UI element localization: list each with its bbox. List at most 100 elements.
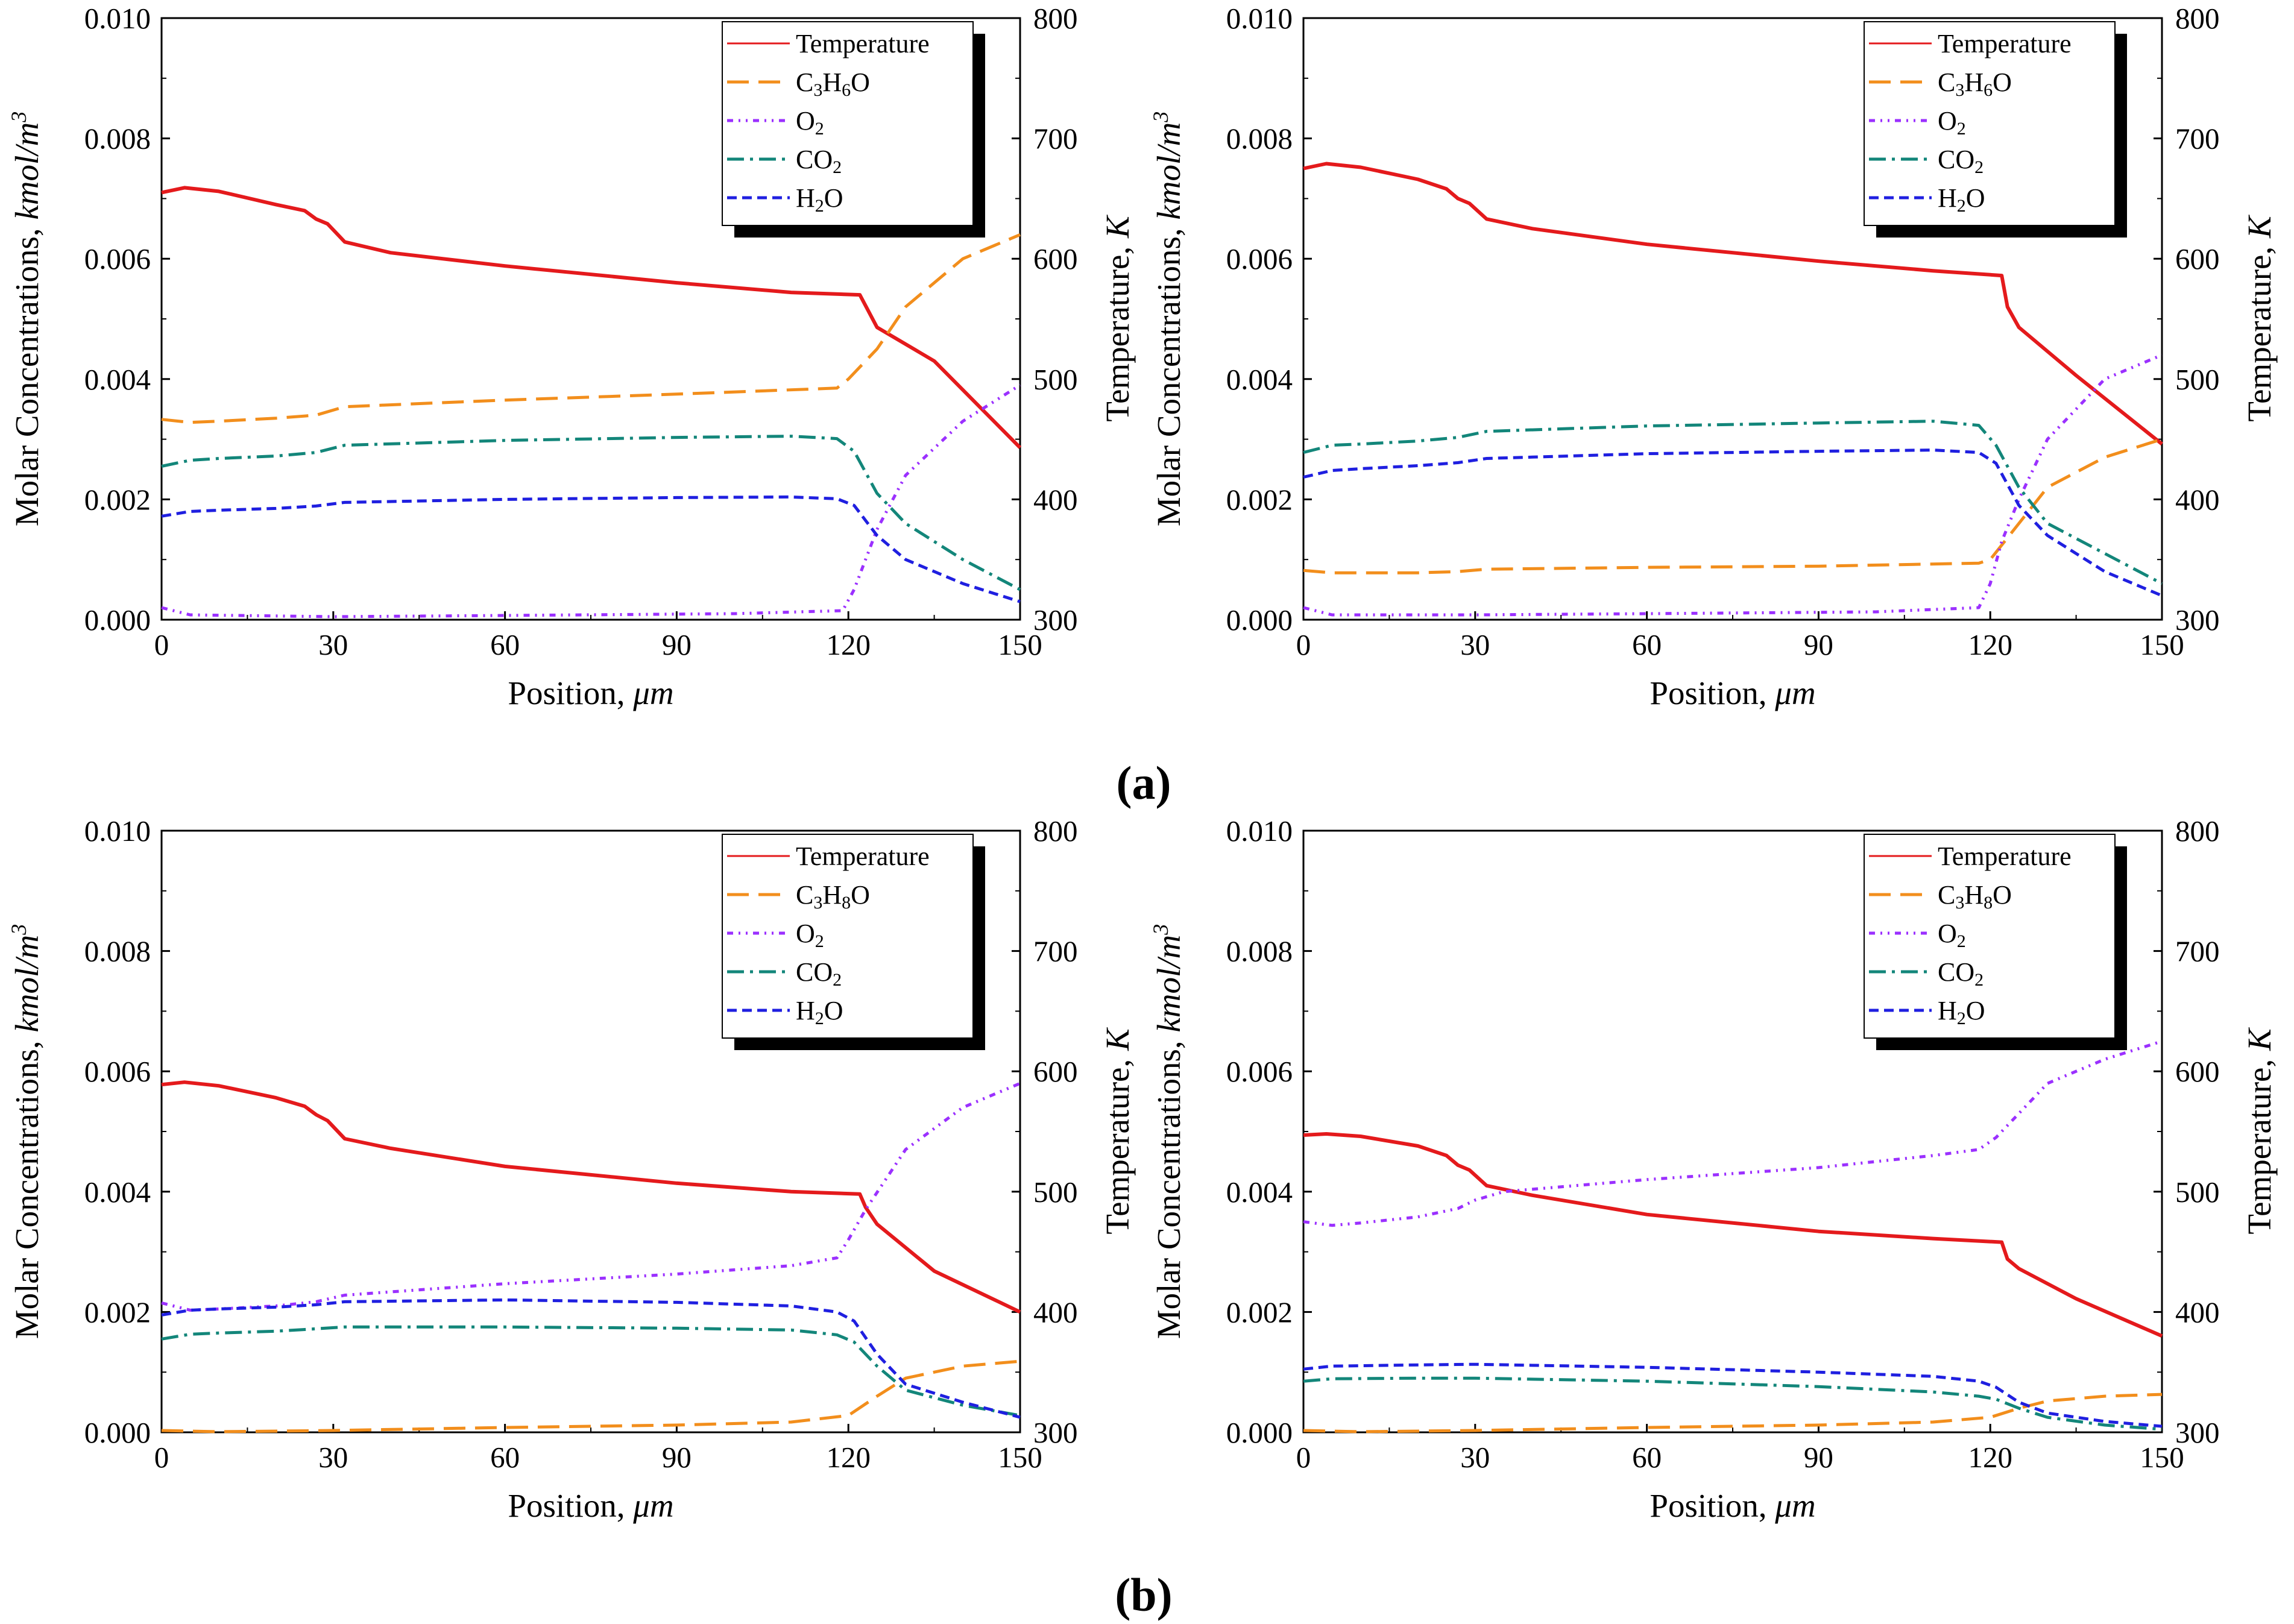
legend-label-fuel: C3H8O [796, 880, 870, 913]
legend-label-h2o: H2O [796, 183, 843, 216]
y-left-tick-label: 0.004 [1226, 363, 1293, 396]
y-right-tick-label: 300 [1033, 603, 1078, 637]
y-right-tick-label: 500 [2175, 363, 2220, 396]
y-left-tick-label: 0.004 [84, 1176, 151, 1209]
y-left-tick-label: 0.000 [84, 1416, 151, 1449]
series-line-h2o [161, 1298, 1021, 1419]
series-line-fuel [1303, 438, 2163, 574]
x-tick-label: 0 [154, 1441, 169, 1474]
y-right-axis-title: Temperature, K [1099, 214, 1136, 422]
y-right-tick-label: 700 [1033, 935, 1078, 968]
y-right-tick-label: 700 [2175, 935, 2220, 968]
legend-label-h2o: H2O [1938, 183, 1985, 216]
legend-label-o2: O2 [796, 919, 824, 951]
y-left-axis-title: Molar Concentrations, kmol/m3 [1149, 924, 1187, 1339]
y-right-tick-label: 800 [2175, 2, 2220, 35]
legend-label-temperature: Temperature [796, 842, 930, 871]
legend-label-temperature: Temperature [1938, 29, 2072, 58]
y-left-tick-label: 0.008 [84, 122, 151, 156]
x-axis-title: Position, μm [508, 1487, 673, 1524]
x-tick-label: 30 [318, 1441, 348, 1474]
y-left-tick-label: 0.008 [84, 935, 151, 968]
y-right-tick-label: 800 [2175, 814, 2220, 848]
x-axis-title: Position, μm [1650, 1487, 1815, 1524]
panel-b-right: 0 30 60 90 120 150 0.000 0.002 0.004 0.006 0.008 0.… [1149, 814, 2278, 1524]
x-tick-label: 90 [662, 628, 692, 661]
y-right-tick-label: 300 [1033, 1416, 1078, 1449]
legend-label-co2: CO2 [1938, 145, 1984, 177]
y-left-tick-label: 0.006 [1226, 1055, 1293, 1088]
legend-box [1864, 21, 2116, 226]
legend-box [722, 834, 974, 1039]
y-left-tick-label: 0.002 [1226, 1295, 1293, 1329]
y-left-tick-label: 0.004 [84, 363, 151, 396]
legend-label-co2: CO2 [796, 145, 842, 177]
series-line-h2o [161, 495, 1021, 603]
y-left-tick-label: 0.006 [84, 242, 151, 275]
legend-label-temperature: Temperature [796, 29, 930, 58]
y-right-tick-label: 700 [1033, 122, 1078, 156]
y-right-tick-label: 600 [2175, 242, 2220, 275]
legend-label-o2: O2 [1938, 106, 1966, 139]
x-tick-label: 60 [490, 628, 520, 661]
series-line-fuel [161, 233, 1021, 424]
y-right-tick-label: 500 [2175, 1176, 2220, 1209]
x-tick-label: 90 [1804, 1441, 1833, 1474]
y-right-tick-label: 600 [1033, 1055, 1078, 1088]
y-right-tick-label: 800 [1033, 2, 1078, 35]
x-tick-label: 90 [662, 1441, 692, 1474]
series-line-o2 [1303, 1039, 2163, 1227]
y-right-tick-label: 700 [2175, 122, 2220, 156]
x-tick-label: 150 [2140, 1441, 2184, 1474]
y-left-tick-label: 0.006 [1226, 242, 1293, 275]
series-line-co2 [161, 435, 1021, 591]
y-left-tick-label: 0.010 [1226, 2, 1293, 35]
legend-label-o2: O2 [796, 106, 824, 139]
x-tick-label: 90 [1804, 628, 1833, 661]
y-right-tick-label: 500 [1033, 1176, 1078, 1209]
legend-box [722, 21, 974, 226]
y-right-axis-title: Temperature, K [2241, 214, 2278, 422]
x-tick-label: 30 [1460, 628, 1490, 661]
y-left-tick-label: 0.004 [1226, 1176, 1293, 1209]
x-tick-label: 30 [318, 628, 348, 661]
legend-label-fuel: C3H6O [796, 68, 870, 100]
series-line-h2o [1303, 448, 2163, 597]
y-left-tick-label: 0.010 [1226, 814, 1293, 848]
legend-label-fuel: C3H6O [1938, 68, 2012, 100]
panel-a-right: 0 30 60 90 120 150 0.000 0.002 0.004 0.006 0.008 0.… [1149, 2, 2278, 711]
x-tick-label: 150 [998, 1441, 1042, 1474]
y-right-tick-label: 400 [2175, 483, 2220, 516]
y-right-tick-label: 600 [2175, 1055, 2220, 1088]
panel-a-left: 0 30 60 90 120 150 0.000 0.002 0.004 0.006 0.008 0.… [7, 2, 1136, 711]
series-line-co2 [1303, 1376, 2163, 1431]
y-left-axis-title: Molar Concentrations, kmol/m3 [7, 112, 45, 527]
legend-label-co2: CO2 [1938, 957, 1984, 990]
x-tick-label: 60 [490, 1441, 520, 1474]
y-right-tick-label: 300 [2175, 1416, 2220, 1449]
x-tick-label: 0 [1296, 1441, 1311, 1474]
series-line-o2 [161, 1081, 1021, 1312]
x-tick-label: 150 [2140, 628, 2184, 661]
x-axis-title: Position, μm [1650, 675, 1815, 711]
y-right-tick-label: 800 [1033, 814, 1078, 848]
series-line-o2 [161, 383, 1021, 618]
x-tick-label: 120 [826, 628, 871, 661]
y-right-tick-label: 500 [1033, 363, 1078, 396]
y-left-tick-label: 0.008 [1226, 935, 1293, 968]
x-tick-label: 150 [998, 628, 1042, 661]
series-line-h2o [1303, 1362, 2163, 1428]
x-tick-label: 120 [826, 1441, 871, 1474]
y-left-tick-label: 0.002 [1226, 483, 1293, 516]
panel-label-b: (b) [1115, 1569, 1172, 1621]
y-left-tick-label: 0.000 [84, 603, 151, 637]
x-tick-label: 120 [1968, 628, 2012, 661]
x-tick-label: 0 [1296, 628, 1311, 661]
series-line-temperature [1303, 162, 2163, 445]
y-right-tick-label: 400 [1033, 1295, 1078, 1329]
series-line-co2 [161, 1325, 1021, 1417]
x-tick-label: 60 [1632, 1441, 1662, 1474]
series-line-temperature [161, 186, 1022, 449]
series-line-temperature [161, 1080, 1021, 1314]
y-right-tick-label: 400 [1033, 483, 1078, 516]
